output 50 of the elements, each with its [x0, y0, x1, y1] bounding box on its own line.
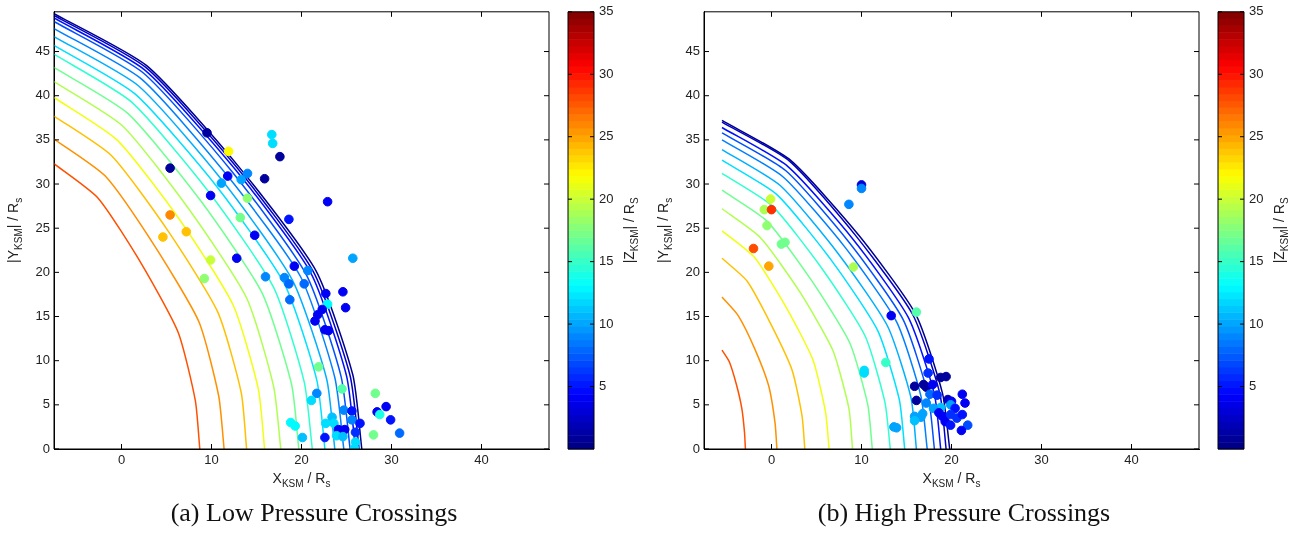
y-tick-label: 45 — [685, 43, 700, 59]
x-tick-label: 30 — [1034, 452, 1049, 468]
color-bar-label: 20 — [1249, 190, 1264, 206]
x-tick-label: 10 — [204, 452, 219, 468]
y-tick-label: 45 — [35, 43, 50, 59]
x-tick-label: 0 — [767, 452, 776, 468]
y-tick-label: 20 — [685, 263, 700, 279]
color-bar-label: 20 — [599, 190, 614, 206]
y-tick-label: 40 — [685, 87, 700, 103]
y-tick-label: 5 — [42, 396, 50, 412]
y-axis-title: |YKSM| / Rs — [4, 197, 24, 263]
x-tick-label: 40 — [1124, 452, 1139, 468]
color-bar-label: 25 — [1249, 128, 1264, 144]
y-tick-label: 40 — [35, 87, 50, 103]
color-bar-label: 35 — [599, 3, 614, 19]
color-bar-label: 15 — [599, 253, 614, 269]
x-tick-label: 30 — [384, 452, 399, 468]
x-tick-label: 40 — [474, 452, 489, 468]
color-bar-label: 25 — [599, 128, 614, 144]
color-bar-label: 30 — [599, 65, 614, 81]
text: (b) High Pressure Crossings — [816, 498, 1112, 528]
color-bar-title: |ZKSM| / RS — [1270, 197, 1290, 264]
color-bar-label: 5 — [599, 378, 607, 394]
x-tick-label: 0 — [117, 452, 126, 468]
color-bar-label: 15 — [1249, 253, 1264, 269]
y-tick-label: 35 — [35, 131, 50, 147]
y-tick-label: 0 — [42, 440, 50, 456]
y-tick-label: 35 — [685, 131, 700, 147]
y-tick-label: 15 — [685, 308, 700, 324]
x-tick-label: 20 — [294, 452, 309, 468]
y-tick-label: 10 — [685, 352, 700, 368]
y-tick-label: 5 — [692, 396, 700, 412]
y-tick-label: 10 — [35, 352, 50, 368]
color-bar-title: |ZKSM| / RS — [620, 197, 640, 264]
x-tick-label: 10 — [854, 452, 869, 468]
y-tick-label: 25 — [685, 219, 700, 235]
y-tick-label: 20 — [35, 263, 50, 279]
y-tick-label: 30 — [35, 175, 50, 191]
y-tick-label: 30 — [685, 175, 700, 191]
y-axis-title: |YKSM| / Rs — [654, 197, 674, 263]
color-bar-label: 10 — [599, 315, 614, 331]
text: (a) Low Pressure Crossings — [169, 498, 459, 528]
color-bar-label: 5 — [1249, 378, 1257, 394]
y-tick-label: 15 — [35, 308, 50, 324]
color-bar-label: 30 — [1249, 65, 1264, 81]
x-tick-label: 20 — [944, 452, 959, 468]
y-tick-label: 0 — [692, 440, 700, 456]
color-bar-label: 10 — [1249, 315, 1264, 331]
y-tick-label: 25 — [35, 219, 50, 235]
color-bar-label: 35 — [1249, 3, 1264, 19]
